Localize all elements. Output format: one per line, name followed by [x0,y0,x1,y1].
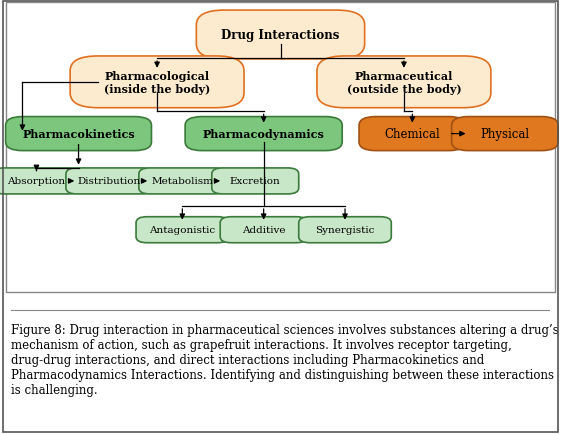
FancyBboxPatch shape [136,217,229,243]
FancyBboxPatch shape [317,57,491,108]
FancyBboxPatch shape [6,117,151,151]
Text: Pharmaceutical
(outside the body): Pharmaceutical (outside the body) [347,71,461,95]
Text: Pharmacodynamics: Pharmacodynamics [203,129,325,140]
FancyBboxPatch shape [139,168,226,194]
FancyBboxPatch shape [66,168,153,194]
Text: Absorption: Absorption [7,177,66,186]
Text: Synergistic: Synergistic [315,226,375,235]
FancyBboxPatch shape [212,168,298,194]
FancyBboxPatch shape [452,117,558,151]
FancyBboxPatch shape [0,168,80,194]
Text: Antagonistic: Antagonistic [149,226,215,235]
Text: Metabolism: Metabolism [151,177,213,186]
Text: Additive: Additive [242,226,286,235]
Text: Physical: Physical [480,128,530,141]
FancyBboxPatch shape [196,11,365,60]
Text: Chemical: Chemical [384,128,440,141]
Text: Pharmacokinetics: Pharmacokinetics [22,129,135,140]
Text: Drug Interactions: Drug Interactions [221,29,340,42]
FancyBboxPatch shape [70,57,244,108]
Text: Figure 8: Drug interaction in pharmaceutical sciences involves substances alteri: Figure 8: Drug interaction in pharmaceut… [11,323,559,396]
FancyBboxPatch shape [359,117,466,151]
FancyBboxPatch shape [298,217,392,243]
Text: Distribution: Distribution [78,177,141,186]
Text: Excretion: Excretion [230,177,280,186]
FancyBboxPatch shape [220,217,307,243]
Text: Pharmacological
(inside the body): Pharmacological (inside the body) [104,71,210,95]
FancyBboxPatch shape [185,117,342,151]
